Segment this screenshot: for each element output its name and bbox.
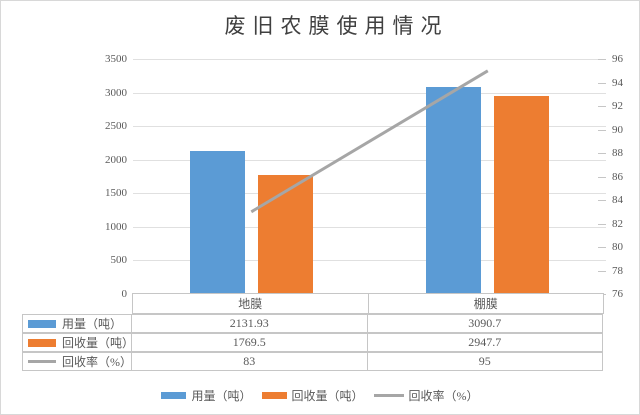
gridline: [133, 92, 606, 94]
gridline: [133, 59, 606, 60]
right-axis-tick-label: 94: [612, 76, 623, 89]
category-header-cell: 棚膜: [367, 293, 604, 314]
left-axis-tick-label: 2500: [105, 120, 127, 133]
gridline: [133, 226, 606, 228]
right-axis-tick-label: 76: [612, 288, 623, 300]
right-axis-tick-label: 86: [612, 170, 623, 183]
left-axis-tick-label: 0: [121, 288, 128, 300]
bar-usage-地膜: [189, 150, 245, 294]
left-axis-tick-label: 1500: [105, 187, 127, 200]
legend-label: 回收率（%）: [408, 389, 479, 403]
chart-title: 废旧农膜使用情况: [224, 14, 449, 38]
right-axis-tick-label: 78: [612, 264, 623, 277]
bar-recycle-地膜: [257, 175, 313, 294]
right-axis-tick-label: 92: [612, 100, 623, 112]
right-axis-tick-label: 80: [612, 241, 623, 253]
category-header-cell: 地膜: [132, 293, 369, 314]
left-axis-tick-label: 3000: [105, 86, 127, 99]
left-axis-tick-label: 500: [110, 254, 128, 267]
table-header-row: 地膜 棚膜: [132, 293, 606, 315]
table-value-cell: 2947.7: [366, 333, 603, 352]
right-axis-tick: [598, 129, 606, 131]
table-value-cell: 1769.5: [131, 333, 368, 352]
right-axis-tick: [598, 223, 606, 225]
usage-series-swatch: [161, 392, 187, 399]
right-axis-tick-label: 82: [612, 217, 623, 230]
legend-label: 用量（吨）: [191, 389, 252, 403]
chart-legend: 用量（吨） 回收量（吨） 回收率（%）: [1, 387, 639, 404]
left-axis-tick-label: 2000: [105, 153, 127, 166]
right-axis-tick: [598, 176, 606, 178]
usage-series-swatch: [28, 319, 56, 328]
right-axis-tick: [598, 247, 606, 248]
left-axis-tick-label: 3500: [105, 53, 127, 65]
legend-item: 用量（吨）: [161, 387, 252, 404]
legend-label: 回收量（吨）: [291, 389, 364, 403]
table-row: 回收量（吨） 1769.5 2947.7: [22, 333, 606, 353]
recycle-series-swatch: [28, 338, 56, 347]
table-row: 用量（吨） 2131.93 3090.7: [22, 314, 606, 334]
series-label-cell: 用量（吨）: [22, 314, 132, 333]
right-axis-tick: [598, 82, 606, 84]
recycle-series-swatch: [261, 392, 287, 399]
right-axis-tick-label: 88: [612, 147, 623, 159]
series-label-cell: 回收率（%）: [22, 352, 132, 371]
legend-item: 回收量（吨）: [261, 387, 364, 404]
table-value-cell: 83: [131, 352, 368, 371]
rate-line-swatch: [28, 360, 56, 363]
series-label: 回收率（%）: [62, 355, 132, 369]
bar-recycle-棚膜: [494, 96, 550, 294]
rate-line-swatch: [373, 394, 404, 397]
table-value-cell: 3090.7: [366, 314, 603, 333]
series-label-cell: 回收量（吨）: [22, 333, 135, 352]
table-value-cell: 95: [366, 352, 603, 371]
right-axis-tick: [598, 59, 606, 60]
bar-usage-棚膜: [426, 86, 482, 294]
right-axis-tick: [598, 270, 606, 272]
series-label: 用量（吨）: [62, 317, 123, 331]
right-axis-tick-label: 90: [612, 123, 623, 136]
right-axis-tick: [598, 153, 606, 154]
series-label: 回收量（吨）: [62, 336, 135, 350]
right-axis-tick: [598, 200, 606, 201]
right-axis-tick-label: 84: [612, 194, 623, 206]
table-row: 回收率（%） 83 95: [22, 352, 606, 372]
legend-item: 回收率（%）: [373, 387, 479, 404]
left-axis-tick-label: 1000: [105, 220, 127, 233]
right-axis-tick-label: 96: [612, 53, 623, 65]
gridline: [133, 260, 606, 262]
right-axis-tick: [598, 106, 606, 107]
table-value-cell: 2131.93: [131, 314, 368, 333]
